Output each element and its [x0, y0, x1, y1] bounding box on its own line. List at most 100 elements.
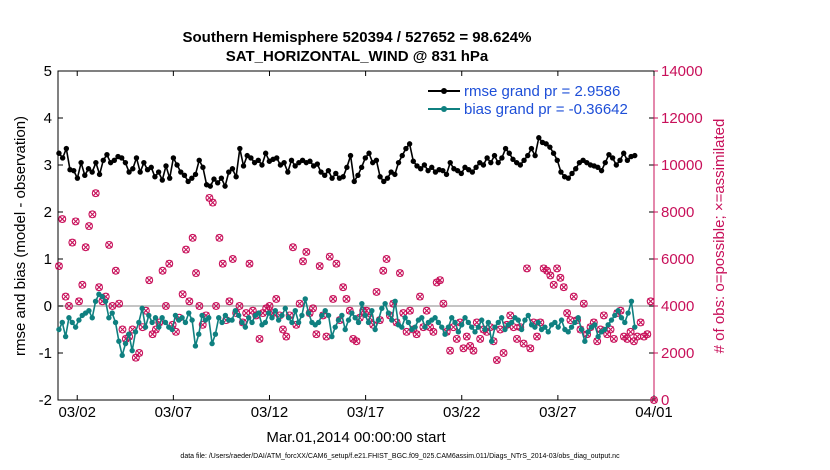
rmse-point: [484, 155, 490, 161]
bias-point: [389, 317, 395, 323]
obs-assimilated-marker: [403, 328, 411, 336]
rmse-point: [399, 152, 405, 159]
rmse-point: [104, 151, 110, 158]
rmse-point: [517, 162, 524, 168]
obs-possible-marker: [459, 344, 468, 353]
rmse-point: [218, 175, 225, 181]
bias-point: [59, 319, 65, 326]
y-tick-label: 3: [44, 157, 52, 174]
bias-point: [435, 319, 442, 326]
rmse-point: [207, 183, 213, 189]
rmse-series: [56, 135, 638, 189]
rmse-point: [155, 169, 162, 175]
obs-possible-marker: [523, 264, 531, 273]
obs-assimilated-marker: [446, 347, 454, 355]
rmse-point: [609, 155, 616, 161]
bias-point: [229, 317, 235, 323]
obs-assimilated-marker: [433, 279, 441, 286]
obs-assimilated-marker: [89, 210, 96, 218]
rmse-point: [307, 158, 313, 164]
bias-point: [482, 326, 488, 333]
y-right-tick-label: 0: [661, 392, 669, 409]
bias-point: [325, 312, 332, 319]
bias-point: [315, 319, 322, 326]
bias-point: [362, 312, 368, 319]
bias-point: [462, 315, 468, 321]
bias-point: [182, 319, 189, 326]
obs-assimilated-marker: [453, 335, 461, 343]
bias-point: [66, 315, 72, 321]
obs-possible-marker: [108, 302, 117, 310]
bias-point: [86, 308, 92, 314]
bias-point: [106, 315, 112, 321]
bias-point: [488, 338, 495, 344]
obs-possible-marker: [512, 334, 521, 343]
obs-assimilated-marker: [279, 326, 287, 333]
obs-assimilated-marker: [82, 243, 90, 251]
rmse-point: [163, 163, 169, 169]
obs-assimilated-marker: [316, 262, 324, 270]
rmse-point: [491, 152, 498, 159]
rmse-point: [56, 150, 62, 156]
rmse-point: [536, 135, 542, 141]
obs-assimilated-marker: [55, 262, 63, 270]
rmse-point: [495, 159, 501, 166]
bias-point: [245, 315, 252, 321]
rmse-point: [421, 162, 428, 168]
obs-possible-marker: [546, 271, 555, 280]
bias-point: [319, 312, 325, 319]
bias-point: [585, 329, 591, 335]
obs-possible-marker: [192, 269, 200, 278]
obs-assimilated-marker: [182, 246, 190, 253]
rmse-point: [366, 150, 372, 156]
rmse-point: [443, 171, 450, 178]
bias-point: [342, 326, 348, 333]
bias-point: [455, 329, 462, 335]
bias-point: [432, 315, 438, 321]
rmse-point: [96, 171, 103, 178]
rmse-point: [100, 157, 106, 163]
obs-assimilated-marker: [620, 333, 628, 340]
rmse-point: [340, 174, 346, 180]
obs-possible-marker: [476, 334, 485, 343]
obs-possible-marker: [289, 243, 297, 252]
obs-assimilated-marker: [212, 302, 220, 310]
obs-assimilated-marker: [185, 297, 193, 305]
bias-point: [568, 324, 575, 330]
obs-possible-marker: [556, 273, 565, 282]
rmse-point: [569, 170, 575, 177]
rmse-point: [322, 172, 328, 179]
bias-point: [156, 324, 162, 330]
bias-point: [612, 312, 618, 319]
bias-point: [136, 319, 142, 326]
obs-assimilated-marker: [309, 304, 317, 312]
rmse-point: [547, 144, 553, 150]
rmse-point: [126, 169, 132, 175]
rmse-point: [473, 164, 479, 171]
rmse-point: [617, 157, 623, 163]
obs-assimilated-marker: [109, 302, 116, 310]
bias-point: [212, 331, 219, 337]
x-tick-label: 03/12: [251, 404, 289, 421]
obs-assimilated-marker: [299, 257, 307, 265]
obs-assimilated-marker: [633, 333, 641, 340]
legend-rmse-marker: [441, 88, 447, 94]
obs-possible-marker: [406, 306, 414, 315]
obs-assimilated-marker: [650, 396, 658, 404]
obs-assimilated-marker: [179, 290, 187, 298]
bias-point: [122, 340, 129, 347]
obs-possible-marker: [325, 252, 334, 261]
chart-subtitle: SAT_HORIZONTAL_WIND @ 831 hPa: [226, 48, 489, 65]
obs-assimilated-marker: [643, 330, 651, 338]
obs-assimilated-marker: [373, 288, 380, 296]
bias-point: [159, 315, 165, 321]
obs-possible-marker: [312, 330, 321, 339]
obs-assimilated-marker: [323, 333, 330, 340]
bias-point: [622, 319, 628, 326]
bias-point: [372, 326, 378, 333]
obs-assimilated-marker: [242, 309, 250, 317]
bias-point: [628, 298, 635, 304]
obs-assimilated-marker: [92, 189, 100, 197]
bias-point: [72, 324, 79, 330]
bias-point: [269, 315, 275, 321]
